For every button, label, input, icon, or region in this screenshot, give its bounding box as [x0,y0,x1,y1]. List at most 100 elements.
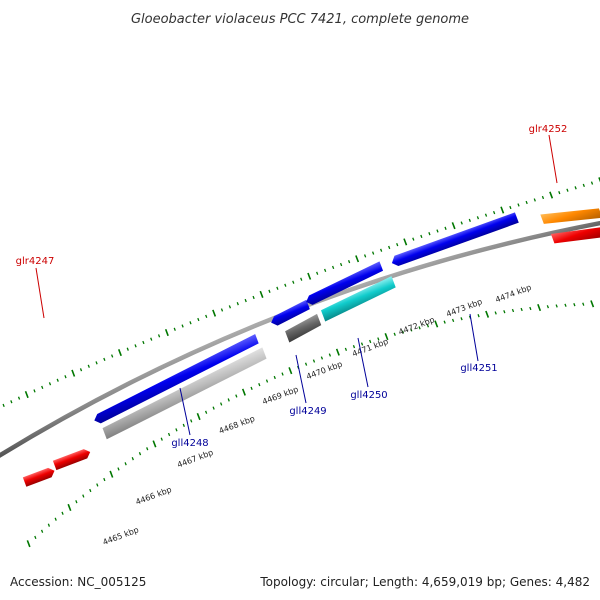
major-tick [152,440,157,448]
minor-tick [124,462,127,466]
minor-tick [477,314,480,318]
minor-tick [284,283,287,287]
minor-tick [484,213,488,217]
scale-label: 4468 kbp [218,414,256,436]
gene-labels: glr4247 glr4252 gll4248 gll4249 gll4250 … [16,124,568,449]
minor-tick [525,200,528,205]
minor-tick [61,511,64,515]
minor-tick [590,181,594,185]
minor-tick [312,359,316,363]
major-tick [384,333,389,341]
minor-tick [220,308,224,312]
forward-strand-features [22,208,600,487]
gene-arrow-light-gray [102,347,267,440]
minor-tick [175,428,178,432]
minor-tick [235,394,238,398]
accession-info: Accession: NC_005125 [10,575,146,589]
minor-tick [103,357,106,362]
minor-tick [324,268,327,272]
minor-tick [117,467,120,471]
minor-tick [33,389,36,393]
minor-tick [300,277,303,281]
gene-arrow-dark-gray [285,313,322,343]
minor-tick [436,229,439,233]
scale-label: 4465 kbp [102,525,140,547]
scale-label: 4470 kbp [305,360,343,382]
minor-tick [582,302,585,306]
minor-tick [511,308,515,313]
minor-tick [160,437,163,441]
leader-line [357,337,369,388]
minor-tick [75,500,78,504]
minor-tick [17,396,21,400]
minor-tick [468,218,471,223]
major-tick [241,388,246,396]
topology-value: circular [320,575,365,589]
gene-arrow-red [550,226,600,244]
minor-tick [150,337,153,341]
minor-tick [492,210,496,215]
length-label: Length: [372,575,419,589]
minor-tick [205,314,208,318]
minor-tick [347,259,351,264]
leader-line [35,267,45,319]
minor-tick [328,353,332,357]
reverse-strand-features [94,212,519,440]
minor-tick [82,494,85,498]
minor-tick [167,432,171,437]
minor-tick [47,523,51,527]
gene-arrow-blue [306,261,384,305]
minor-tick [131,457,134,461]
leader-line [469,313,479,362]
minor-tick [509,205,512,210]
minor-tick [558,190,561,195]
minor-tick [34,535,37,540]
minor-tick [412,237,415,241]
major-tick [485,310,490,318]
minor-tick [316,271,319,275]
minor-tick [10,400,13,404]
minor-tick [388,245,391,250]
minor-tick [426,324,430,328]
minor-tick [566,188,569,192]
gene-label-gll4249: gll4249 [289,406,326,417]
minor-tick [89,488,92,493]
minor-tick [380,248,383,252]
minor-tick [189,321,192,325]
minor-tick [541,195,545,200]
minor-tick [352,345,356,349]
major-tick [537,303,542,312]
major-tick [355,255,360,263]
minor-tick [212,406,215,410]
minor-tick [582,183,585,188]
major-tick [109,470,114,478]
genes-value: 4,482 [555,575,590,589]
minor-tick [95,361,98,365]
scale-label: 4466 kbp [134,485,172,507]
major-tick [212,309,217,317]
gene-arrow-cyan [320,276,396,322]
minor-tick [574,186,577,190]
minor-tick [157,334,161,338]
minor-tick [444,226,447,230]
gene-label-glr4247: glr4247 [16,256,55,267]
forward-strand-ticks [2,177,600,408]
gene-label-gll4248: gll4248 [171,438,208,449]
minor-tick [64,375,67,379]
accession-label: Accession: [10,575,74,589]
minor-tick [40,529,44,533]
scale-label: 4473 kbp [445,297,483,319]
minor-tick [87,364,90,368]
leader-line [295,354,307,404]
genes-label: Genes: [509,575,552,589]
major-tick [71,369,76,377]
topology-label: Topology: [260,575,317,589]
minor-tick [363,254,367,258]
minor-tick [564,303,567,307]
minor-tick [244,298,247,303]
major-tick [288,367,293,375]
scale-label: 4469 kbp [261,385,299,407]
minor-tick [339,262,343,267]
minor-tick [420,234,423,239]
